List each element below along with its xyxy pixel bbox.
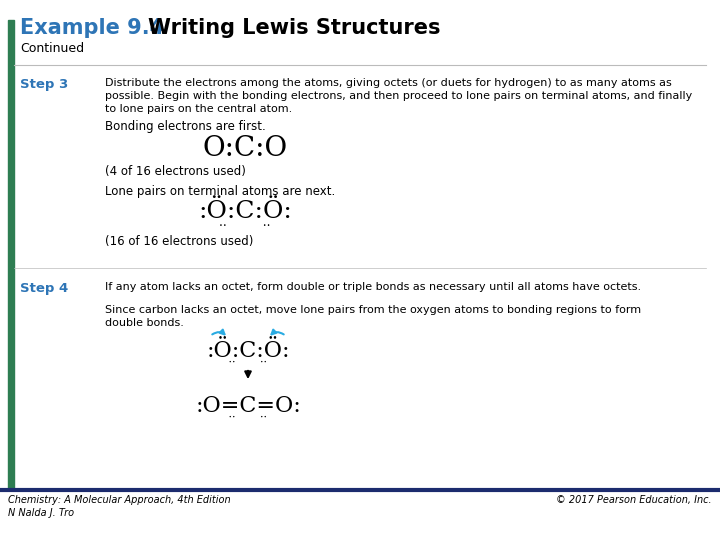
Text: Step 3: Step 3	[20, 78, 68, 91]
Text: :Ö:C:Ö:: :Ö:C:Ö:	[198, 200, 292, 223]
Text: Distribute the electrons among the atoms, giving octets (or duets for hydrogen) : Distribute the electrons among the atoms…	[105, 78, 672, 88]
Text: Since carbon lacks an octet, move lone pairs from the oxygen atoms to bonding re: Since carbon lacks an octet, move lone p…	[105, 305, 641, 315]
Text: double bonds.: double bonds.	[105, 318, 184, 328]
Text: to lone pairs on the central atom.: to lone pairs on the central atom.	[105, 104, 292, 114]
Text: Bonding electrons are first.: Bonding electrons are first.	[105, 120, 266, 133]
Text: ··         ··: ·· ··	[215, 220, 275, 233]
Text: Step 4: Step 4	[20, 282, 68, 295]
FancyArrowPatch shape	[271, 329, 284, 334]
Text: ··       ··: ·· ··	[225, 358, 271, 368]
Text: If any atom lacks an octet, form double or triple bonds as necessary until all a: If any atom lacks an octet, form double …	[105, 282, 641, 292]
Text: :O=C=O:: :O=C=O:	[195, 395, 301, 417]
Text: :Ö:C:Ö:: :Ö:C:Ö:	[206, 340, 289, 362]
Bar	[8, 20, 14, 490]
Text: (4 of 16 electrons used): (4 of 16 electrons used)	[105, 165, 246, 178]
Text: Lone pairs on terminal atoms are next.: Lone pairs on terminal atoms are next.	[105, 185, 336, 198]
Text: Writing Lewis Structures: Writing Lewis Structures	[148, 18, 441, 38]
Text: Continued: Continued	[20, 42, 84, 55]
Text: possible. Begin with the bonding electrons, and then proceed to lone pairs on te: possible. Begin with the bonding electro…	[105, 91, 692, 101]
Text: Example 9.4: Example 9.4	[20, 18, 164, 38]
Text: ··       ··: ·· ··	[225, 413, 271, 423]
Bar	[0, 0, 720, 65]
FancyArrowPatch shape	[212, 329, 225, 334]
Text: Chemistry: A Molecular Approach, 4th Edition: Chemistry: A Molecular Approach, 4th Edi…	[8, 495, 230, 505]
Text: © 2017 Pearson Education, Inc.: © 2017 Pearson Education, Inc.	[557, 495, 712, 505]
Text: (16 of 16 electrons used): (16 of 16 electrons used)	[105, 235, 253, 248]
Text: N Nalda J. Tro: N Nalda J. Tro	[8, 508, 74, 518]
Text: O:C:O: O:C:O	[202, 135, 287, 162]
